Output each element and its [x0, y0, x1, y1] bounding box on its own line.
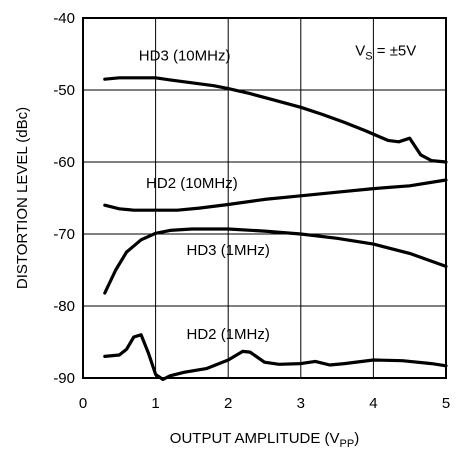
x-axis-label-sub: PP — [340, 438, 355, 450]
y-tick-label: -50 — [53, 82, 75, 99]
annotation-sub: S — [365, 50, 372, 62]
x-tick-label: 5 — [442, 395, 450, 412]
y-tick-label: -70 — [53, 226, 75, 243]
annotation-main: V — [355, 42, 365, 59]
y-tick-label: -80 — [53, 298, 75, 315]
x-tick-label: 1 — [151, 395, 159, 412]
series-label: HD3 (10MHz) — [139, 47, 231, 64]
annotation-rest: = ±5V — [373, 42, 417, 59]
y-tick-label: -90 — [53, 370, 75, 387]
series-label: HD2 (10MHz) — [146, 175, 238, 192]
y-tick-label: -40 — [53, 10, 75, 27]
x-tick-label: 3 — [297, 395, 305, 412]
x-tick-label: 4 — [369, 395, 377, 412]
series-label: HD2 (1MHz) — [187, 326, 270, 343]
y-tick-label: -60 — [53, 154, 75, 171]
y-axis-label: DISTORTION LEVEL (dBc) — [14, 107, 31, 289]
supply-voltage-annotation: VS = ±5V — [355, 42, 416, 62]
x-axis-label-end: ) — [354, 430, 359, 447]
x-axis-label: OUTPUT AMPLITUDE (VPP) — [170, 430, 359, 450]
series-label-layer: HD3 (10MHz) HD2 (10MHz) HD3 (1MHz) HD2 (1MH… — [139, 47, 270, 343]
x-axis-label-main: OUTPUT AMPLITUDE (V — [170, 430, 340, 447]
series-label: HD3 (1MHz) — [187, 242, 270, 259]
x-tick-label: 2 — [224, 395, 232, 412]
x-tick-label: 0 — [79, 395, 87, 412]
